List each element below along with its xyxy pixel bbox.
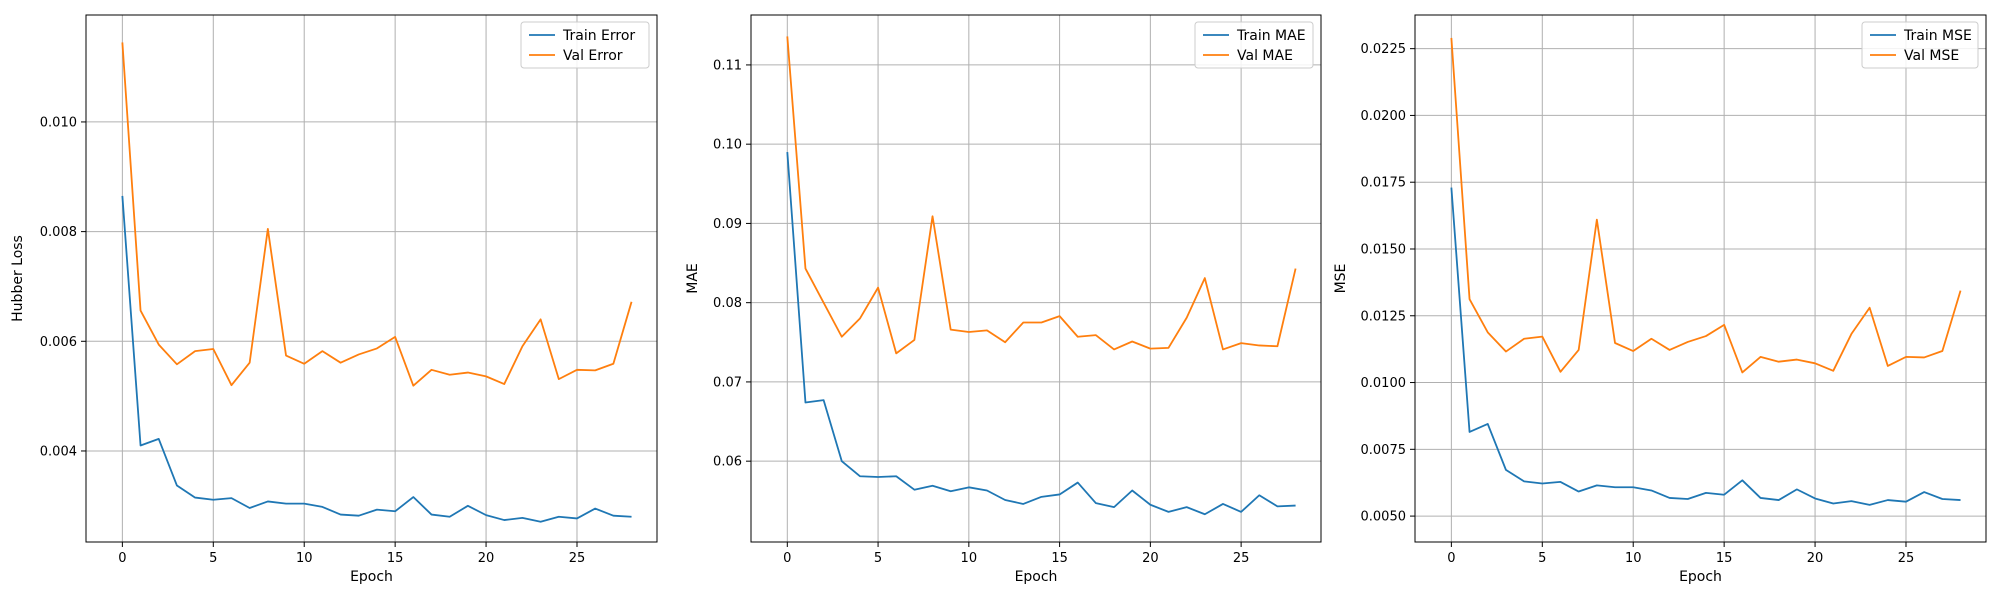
series-line-val-mse: [1450, 37, 1962, 374]
x-tick-label: 5: [874, 551, 882, 566]
y-tick-label: 0.0100: [1361, 376, 1407, 391]
series-line-train-mse: [1450, 187, 1961, 506]
y-tick-label: 0.0200: [1361, 109, 1407, 124]
legend: Train Error Val Error: [520, 21, 650, 69]
y-tick-label: 0.0125: [1361, 309, 1407, 324]
x-tick-label: 15: [1051, 551, 1068, 566]
x-tick-label: 0: [1447, 551, 1455, 566]
legend-label-train-mse: Train MSE: [1903, 28, 1972, 44]
y-axis-label: MAE: [685, 263, 701, 294]
x-axis-label: Epoch: [1015, 569, 1058, 585]
y-tick-label: 0.0225: [1361, 42, 1407, 57]
y-tick-label: 0.10: [713, 138, 742, 153]
legend-label-val-mae: Val MAE: [1237, 48, 1293, 64]
x-tick-label: 10: [1625, 551, 1642, 566]
x-tick-label: 15: [1716, 551, 1733, 566]
x-tick-label: 5: [1538, 551, 1546, 566]
x-tick-label: 10: [296, 551, 313, 566]
x-tick-label: 10: [961, 551, 978, 566]
legend-label-val-error: Val Error: [563, 48, 623, 64]
series-line-val-mae: [786, 36, 1297, 355]
y-tick-label: 0.07: [713, 375, 742, 390]
x-tick-label: 15: [387, 551, 404, 566]
legend-box: [520, 21, 650, 69]
y-tick-label: 0.0075: [1361, 443, 1407, 458]
y-tick-label: 0.010: [40, 115, 77, 130]
y-tick-label: 0.06: [713, 455, 742, 470]
y-tick-label: 0.0150: [1361, 242, 1407, 257]
axes-frame: [85, 14, 658, 543]
y-axis-label: MSE: [1333, 264, 1349, 294]
x-tick-label: 0: [783, 551, 791, 566]
chart-panel-2: 0 5 10 15 20 25 0.06 0.07 0.08 0.09 0.10 0.11 Epoch M…: [685, 14, 1322, 585]
y-tick-label: 0.0175: [1361, 176, 1407, 191]
chart-panel-1: 0 5 10 15 20 25 0.004 0.006 0.008 0.010 Epoch Hubbe…: [10, 14, 658, 585]
x-tick-label: 20: [478, 551, 495, 566]
x-tick-label: 25: [1233, 551, 1250, 566]
legend-label-train-mae: Train MAE: [1236, 28, 1306, 44]
series-line-train-error: [121, 195, 632, 523]
y-tick-label: 0.0050: [1361, 510, 1407, 525]
x-axis-label: Epoch: [1679, 569, 1722, 585]
chart-panel-3: 0 5 10 15 20 25 0.0050 0.0075 0.0100 0.0125 0.0150…: [1333, 14, 1987, 585]
y-axis-label: Hubber Loss: [10, 235, 26, 322]
legend-box: [1861, 21, 1979, 69]
series-line-train-mae: [786, 152, 1296, 516]
y-tick-label: 0.09: [713, 217, 742, 232]
y-tick-label: 0.11: [713, 58, 742, 73]
legend-label-train-error: Train Error: [562, 28, 635, 44]
axes-frame: [1414, 14, 1987, 543]
axes-frame: [750, 14, 1322, 543]
x-tick-label: 20: [1807, 551, 1824, 566]
y-tick-label: 0.004: [40, 444, 77, 459]
series-line-val-error: [121, 42, 633, 387]
y-tick-label: 0.08: [713, 296, 742, 311]
legend-label-val-mse: Val MSE: [1904, 48, 1959, 64]
legend: Train MAE Val MAE: [1194, 21, 1314, 69]
x-tick-label: 5: [209, 551, 217, 566]
legend-box: [1194, 21, 1314, 69]
x-tick-label: 20: [1142, 551, 1159, 566]
x-tick-label: 0: [118, 551, 126, 566]
x-axis-label: Epoch: [350, 569, 393, 585]
legend: Train MSE Val MSE: [1861, 21, 1979, 69]
x-tick-label: 25: [569, 551, 586, 566]
y-tick-label: 0.008: [40, 225, 77, 240]
y-tick-label: 0.006: [40, 335, 77, 350]
x-tick-label: 25: [1898, 551, 1915, 566]
